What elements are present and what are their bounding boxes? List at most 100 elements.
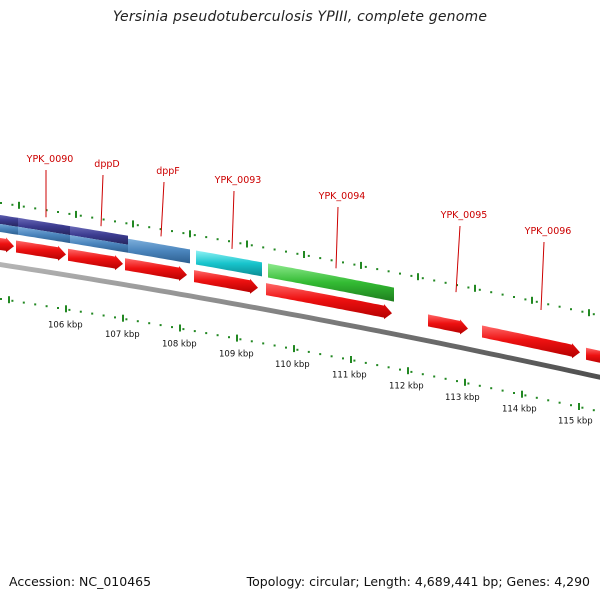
major-tick [18, 201, 20, 209]
major-tick [293, 345, 295, 353]
tick-dot [57, 307, 59, 309]
accession-text: Accession: NC_010465 [9, 574, 152, 589]
gene-label: YPK_0093 [214, 175, 262, 186]
tick-dot [45, 209, 48, 212]
gene-label: YPK_0094 [318, 191, 366, 202]
major-tick [360, 261, 362, 269]
tick-dot [547, 399, 550, 402]
tick-dot [478, 384, 481, 387]
feature-track-segment [128, 238, 190, 264]
major-tick [407, 367, 409, 375]
tick-dot [581, 310, 584, 313]
feature-track-segment [70, 235, 128, 253]
major-tick [588, 309, 590, 317]
tick-dot [0, 202, 2, 204]
tick-dot [148, 226, 151, 229]
tick-dot [558, 401, 561, 404]
tick-dot [159, 228, 162, 231]
tick-dot [0, 298, 2, 300]
tick-dot [592, 313, 595, 316]
cds-arrow [125, 258, 187, 281]
scale-label: 111 kbp [332, 371, 367, 381]
tick-dot [148, 322, 151, 325]
tick-dot [285, 346, 287, 349]
gene-label: YPK_0096 [524, 226, 572, 237]
tick-dot [376, 364, 379, 367]
tick-dot [444, 377, 447, 380]
tick-dot [319, 353, 322, 356]
major-tick [531, 296, 533, 304]
tick-dot [353, 263, 356, 266]
gene-label: YPK_0090 [26, 154, 74, 165]
tick-dot [501, 293, 504, 296]
cds-arrow [194, 270, 258, 294]
gene-label-line [540, 241, 545, 311]
gene-label-line [455, 225, 461, 293]
tick-dot [513, 296, 515, 298]
tick-dot [285, 250, 287, 253]
tick-dot [193, 234, 196, 237]
tick-dot [11, 203, 14, 206]
tick-dot [330, 355, 333, 358]
tick-dot [114, 316, 116, 319]
tick-dot [45, 305, 48, 308]
tick-dot [91, 216, 94, 219]
tick-dot [410, 274, 413, 277]
feature-track-segment [18, 226, 70, 244]
major-tick [122, 314, 124, 322]
tick-dot [182, 328, 185, 331]
major-tick [350, 356, 352, 363]
tick-dot [467, 382, 470, 385]
tick-dot [171, 326, 173, 329]
tick-dot [524, 298, 527, 301]
tick-dot [296, 348, 299, 351]
tick-dot [319, 257, 322, 260]
major-tick [132, 220, 134, 228]
tick-dot [228, 240, 230, 243]
tick-dot [399, 272, 401, 275]
feature-track-segment [268, 263, 394, 302]
scale-label: 109 kbp [219, 350, 254, 360]
tick-dot [444, 281, 447, 284]
cds-arrow [0, 237, 14, 253]
major-tick [236, 334, 238, 342]
major-tick [8, 296, 10, 304]
tick-dot [136, 320, 139, 323]
cds-arrow [266, 283, 392, 320]
major-tick [464, 378, 466, 386]
tick-dot [159, 324, 162, 327]
lower-tick-row [0, 296, 595, 412]
tick-dot [399, 368, 401, 371]
tick-dot [490, 387, 493, 390]
tick-dot [296, 252, 299, 255]
tick-dot [570, 404, 572, 407]
backbone-strand [0, 262, 600, 380]
scale-label: 110 kbp [275, 360, 310, 370]
tick-dot [490, 291, 493, 294]
feature-track-segment [70, 226, 128, 245]
tick-dot [136, 224, 139, 227]
gene-label-lines [45, 170, 545, 311]
tick-dot [376, 268, 379, 271]
tick-dot [364, 361, 367, 364]
scale-label: 113 kbp [445, 393, 480, 403]
tick-dot [250, 244, 253, 247]
scale-label: 114 kbp [502, 405, 537, 415]
tick-dot [501, 389, 504, 392]
tick-dot [182, 232, 185, 235]
scale-labels: 106 kbp 107 kbp 108 kbp 109 kbp 110 kbp 111 k… [48, 321, 593, 427]
tick-dot [330, 259, 333, 262]
scale-label: 106 kbp [48, 321, 83, 331]
tick-dot [102, 314, 105, 317]
major-tick [246, 240, 248, 248]
tick-dot [513, 392, 515, 394]
genome-backbone [0, 262, 600, 380]
major-tick [578, 403, 580, 410]
gene-labels: YPK_0090 dppD dppF YPK_0093 YPK_0094 YPK_0095… [26, 154, 572, 237]
tick-dot [387, 270, 390, 273]
tick-dot [102, 218, 105, 221]
tick-dot [79, 310, 82, 313]
major-tick [303, 251, 305, 258]
tick-dot [342, 357, 344, 360]
